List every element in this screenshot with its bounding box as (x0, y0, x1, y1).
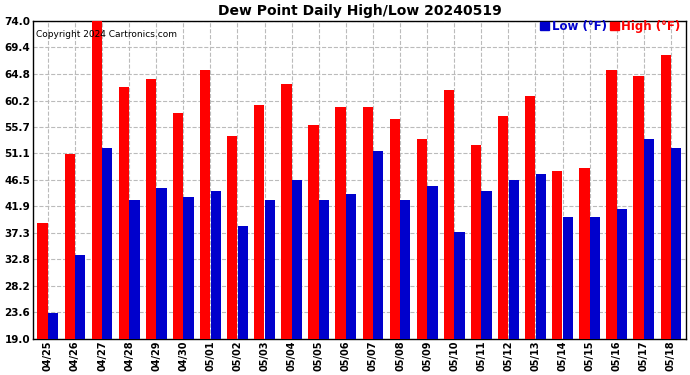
Bar (308, 125, 319, 339)
Bar (157, 189, 167, 339)
Bar (265, 200, 275, 339)
Bar (607, 70, 617, 339)
Bar (119, 87, 129, 339)
Bar (92, 15, 102, 339)
Bar (292, 180, 302, 339)
Bar (552, 171, 562, 339)
Bar (633, 76, 644, 339)
Bar (319, 200, 329, 339)
Bar (75, 255, 86, 339)
Bar (200, 70, 210, 339)
Bar (563, 217, 573, 339)
Bar (362, 108, 373, 339)
Bar (282, 84, 292, 339)
Bar (579, 168, 589, 339)
Bar (102, 148, 112, 339)
Bar (210, 191, 221, 339)
Bar (427, 186, 437, 339)
Bar (525, 96, 535, 339)
Bar (227, 136, 237, 339)
Legend: Low (°F), High (°F): Low (°F), High (°F) (540, 20, 680, 33)
Bar (48, 313, 58, 339)
Bar (335, 108, 346, 339)
Bar (417, 139, 427, 339)
Bar (254, 105, 264, 339)
Bar (671, 148, 681, 339)
Bar (37, 223, 48, 339)
Bar (590, 217, 600, 339)
Bar (444, 90, 454, 339)
Bar (373, 151, 384, 339)
Bar (64, 154, 75, 339)
Bar (173, 113, 183, 339)
Bar (482, 191, 492, 339)
Bar (454, 232, 464, 339)
Title: Dew Point Daily High/Low 20240519: Dew Point Daily High/Low 20240519 (217, 4, 501, 18)
Bar (346, 194, 356, 339)
Text: Copyright 2024 Cartronics.com: Copyright 2024 Cartronics.com (36, 30, 177, 39)
Bar (617, 209, 627, 339)
Bar (146, 78, 156, 339)
Bar (184, 197, 194, 339)
Bar (129, 200, 139, 339)
Bar (660, 56, 671, 339)
Bar (237, 226, 248, 339)
Bar (535, 174, 546, 339)
Bar (471, 145, 481, 339)
Bar (400, 200, 411, 339)
Bar (498, 116, 509, 339)
Bar (390, 119, 400, 339)
Bar (509, 180, 519, 339)
Bar (644, 139, 654, 339)
